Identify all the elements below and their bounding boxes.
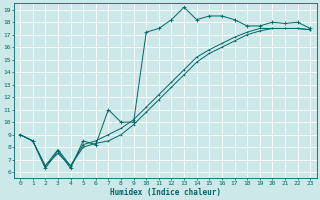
X-axis label: Humidex (Indice chaleur): Humidex (Indice chaleur): [110, 188, 220, 197]
